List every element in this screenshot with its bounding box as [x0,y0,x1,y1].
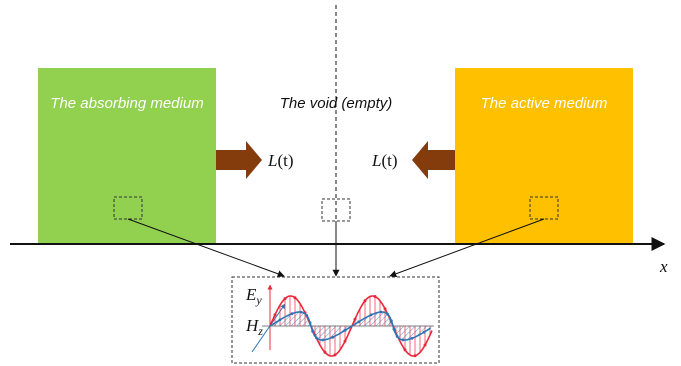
em-wave-inset: Ey Hz [231,276,440,364]
e-field-dot [353,317,357,321]
e-field-dot [293,296,297,300]
h-field-dot [311,329,314,333]
h-field-wave [269,310,432,342]
e-field-dot [343,339,347,343]
x-axis-label: x [659,257,668,276]
h-field-dot [331,335,335,339]
h-field-dot [401,338,405,342]
h-field-dot [278,318,282,322]
e-field-dot [383,307,387,311]
h-field-label: Hz [245,316,263,338]
flux-label-left: L(t) [267,151,294,170]
e-field-dot [413,354,417,358]
h-field-dot [392,327,396,331]
absorbing-medium-label: The absorbing medium [50,95,203,112]
h-field-dot [369,313,373,317]
absorbing-medium-box [38,68,216,244]
h-field-dot [357,320,361,324]
flux-arrow-right-icon [216,141,262,179]
h-field-dot [343,328,347,332]
h-field-dot [410,336,414,340]
h-field-dot [422,330,426,334]
e-field-dot [403,348,407,352]
void-label: The void (empty) [280,95,393,112]
e-field-dot [273,313,277,317]
h-field-dot [305,314,309,317]
connector-arrow-right [389,218,545,278]
h-field-dot [308,321,312,325]
active-medium-box [455,68,633,244]
h-field-dot [390,319,393,323]
h-field-dot [395,335,399,338]
flux-arrow-left-icon [412,141,455,179]
h-field-dot [386,312,389,316]
h-field-dot [321,338,325,342]
e-field-label: Ey [245,285,262,307]
e-field-dot [373,295,377,298]
h-field-dot [315,336,318,340]
e-field-dot [363,299,367,303]
flux-label-right: L(t) [371,151,398,170]
connector-arrow-left [127,218,285,278]
active-medium-label: The active medium [481,95,608,112]
h-field-dot [290,312,294,316]
h-field-dot [379,310,383,314]
e-field-dot [323,350,327,354]
e-field-dot [423,343,427,347]
e-field-dot [283,297,287,301]
e-field-dot [333,353,337,357]
h-field-dot [299,310,303,314]
